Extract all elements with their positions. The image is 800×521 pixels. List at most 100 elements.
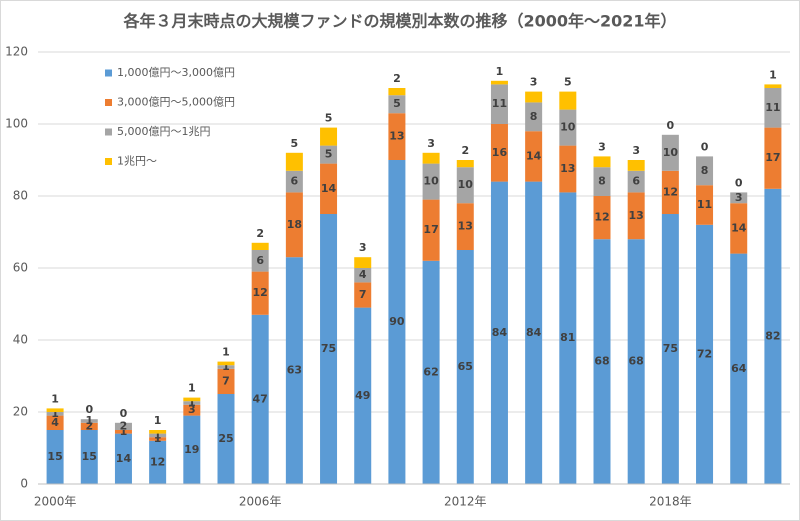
value-label: 1 xyxy=(154,432,162,445)
value-label: 12 xyxy=(663,185,678,198)
value-label: 1 xyxy=(51,392,59,405)
value-label: 63 xyxy=(287,364,302,377)
bar-segment xyxy=(525,102,543,132)
bar-segment xyxy=(490,84,508,124)
bar-segment xyxy=(285,257,303,484)
bar-segment xyxy=(559,192,577,484)
bar-segment xyxy=(149,437,167,441)
bar-segment xyxy=(285,170,303,193)
value-label: 3 xyxy=(632,144,640,157)
bar-segment xyxy=(251,242,269,250)
bar-segment xyxy=(696,185,714,225)
value-label: 1 xyxy=(496,65,504,78)
value-label: 4 xyxy=(51,416,59,429)
bar-segment xyxy=(593,156,611,168)
value-label: 13 xyxy=(560,162,575,175)
bar-segment xyxy=(490,181,508,484)
value-label: 12 xyxy=(253,286,268,299)
y-tick-label: 0 xyxy=(20,477,28,491)
bar-segment xyxy=(354,282,372,308)
value-label: 11 xyxy=(492,97,507,110)
bar-segment xyxy=(217,361,235,366)
bar-segment xyxy=(490,80,508,85)
bar-segment xyxy=(764,127,782,189)
bar-segment xyxy=(114,430,132,434)
value-label: 2 xyxy=(256,227,264,240)
bar-segment xyxy=(422,152,440,164)
bar-segment xyxy=(525,91,543,103)
bar-segment xyxy=(217,368,235,394)
bar-segment xyxy=(627,160,645,171)
bar-segment xyxy=(525,181,543,484)
x-tick-label: 2006年 xyxy=(239,495,282,509)
bar-segment xyxy=(593,239,611,484)
x-tick-label: 2012年 xyxy=(444,495,487,509)
value-label: 84 xyxy=(526,326,542,339)
value-label: 81 xyxy=(560,331,575,344)
bar-segment xyxy=(183,397,201,402)
bar-segment xyxy=(627,170,645,193)
bar-segment xyxy=(456,160,474,168)
value-label: 68 xyxy=(594,355,609,368)
bar-segment xyxy=(388,95,406,114)
value-label: 10 xyxy=(560,121,576,134)
value-label: 49 xyxy=(355,389,370,402)
bar-segment xyxy=(388,160,406,484)
value-label: 16 xyxy=(492,146,508,159)
value-label: 10 xyxy=(423,175,439,188)
bar-segment xyxy=(320,127,338,146)
value-label: 3 xyxy=(598,140,606,153)
chart-title: 各年３月末時点の大規模ファンドの規模別本数の推移（2000年〜2021年） xyxy=(122,12,676,31)
bar-segment xyxy=(422,260,440,484)
value-label: 47 xyxy=(253,392,268,405)
bar-segment xyxy=(320,214,338,484)
value-label: 3 xyxy=(735,191,743,204)
bar-segment xyxy=(661,170,679,214)
value-label: 15 xyxy=(82,450,97,463)
value-label: 84 xyxy=(492,326,508,339)
bar-segment xyxy=(320,145,338,164)
value-label: 2 xyxy=(393,72,401,85)
value-label: 1 xyxy=(154,428,162,441)
bar-segment xyxy=(183,415,201,484)
bar-segment xyxy=(764,188,782,485)
value-label: 14 xyxy=(116,452,132,465)
value-label: 75 xyxy=(663,342,678,355)
bar-segment xyxy=(422,199,440,261)
bar-segment xyxy=(354,257,372,268)
bar-segment xyxy=(114,433,132,484)
legend-swatch xyxy=(105,128,112,136)
x-tick-label: 2018年 xyxy=(649,495,692,509)
value-label: 1 xyxy=(769,68,777,81)
value-label: 13 xyxy=(458,220,473,233)
bar-segment xyxy=(627,239,645,484)
bar-segment xyxy=(661,134,679,171)
value-label: 1 xyxy=(222,346,230,359)
x-tick-label: 2000年 xyxy=(34,495,77,509)
value-label: 5 xyxy=(325,148,333,161)
value-label: 5 xyxy=(393,97,401,110)
value-label: 14 xyxy=(526,149,542,162)
bar-segment xyxy=(251,314,269,484)
value-label: 17 xyxy=(765,151,780,164)
bar-segment xyxy=(525,131,543,182)
legend-swatch xyxy=(105,69,112,77)
value-label: 1 xyxy=(51,407,59,420)
bar-segment xyxy=(593,167,611,196)
bar-segment xyxy=(696,224,714,485)
bar-segment xyxy=(217,394,235,484)
bar-segment xyxy=(456,250,474,484)
bar-segment xyxy=(593,196,611,240)
bar-segment xyxy=(354,268,372,283)
value-label: 8 xyxy=(598,175,606,188)
legend-swatch xyxy=(105,158,112,165)
value-label: 65 xyxy=(458,360,473,373)
value-label: 1 xyxy=(120,425,128,438)
value-label: 3 xyxy=(530,76,538,89)
legend-label: 5,000億円〜1兆円 xyxy=(117,125,211,138)
value-label: 5 xyxy=(564,76,572,89)
value-label: 3 xyxy=(427,137,435,150)
bar-segment xyxy=(285,152,303,171)
value-label: 82 xyxy=(765,329,780,342)
